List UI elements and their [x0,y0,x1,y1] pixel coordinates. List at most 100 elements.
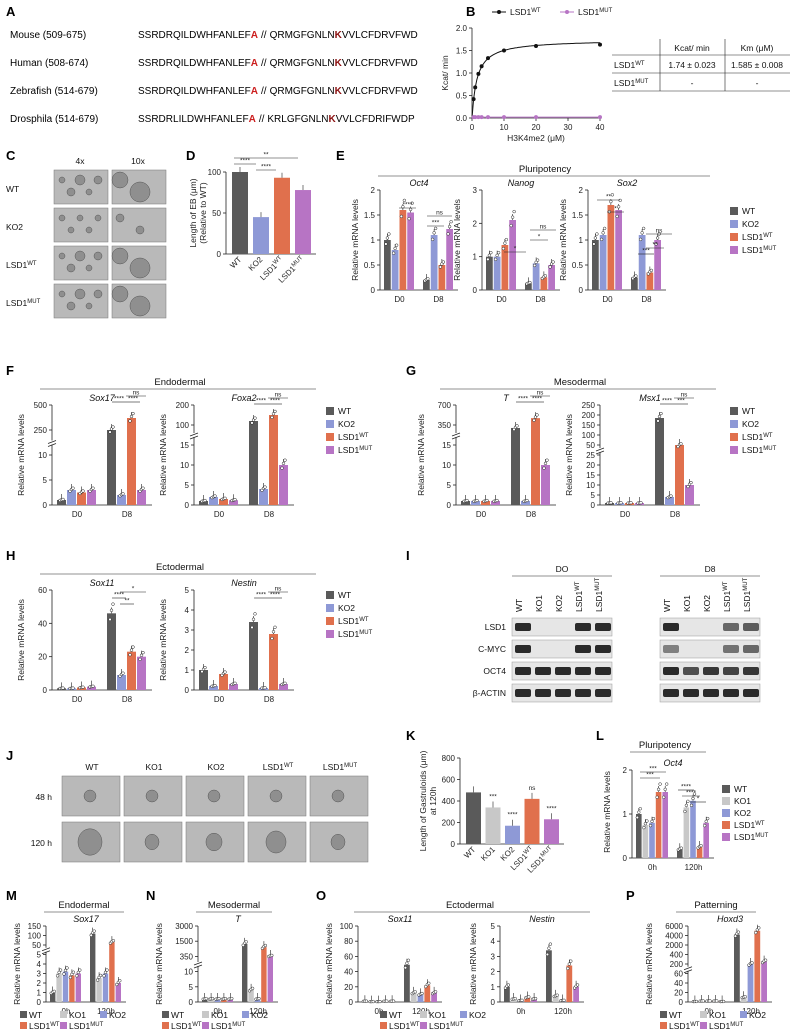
panel-label-L: L [596,728,604,743]
table-header-kcat: Kcat/ min [674,43,710,53]
x-tick-label: D8 [526,510,537,519]
protein-band [575,645,591,653]
bar-LSD1WT [219,499,228,505]
gene-name: Foxa2 [231,393,256,403]
data-point [223,670,227,674]
significance-label: *** [432,220,440,227]
embryoid-body [74,250,86,262]
significance-label: **** [270,398,281,405]
data-point [105,968,109,972]
lane-label: KO2 [702,595,712,612]
data-point [71,486,75,490]
legend-label-lsd1wt-sup: WT [763,433,773,439]
data-point [102,974,106,978]
eb-length-y-label: Length of EB (μm) [188,178,198,247]
legend-swatch-LSD1MUT [202,1022,209,1029]
data-point [364,999,369,1003]
y-tick-label: 5 [591,491,596,500]
x-tick-sup: MUT [540,845,554,859]
data-point [595,232,599,236]
axis-break-mark [41,950,51,955]
y-axis-label: Relative mRNA levels [154,923,164,1005]
y-tick-label: 0 [491,998,496,1007]
legend-label-lsd1wt: LSD1WT [734,820,765,830]
legend-label-lsd1wt-sup: WT [690,1022,700,1028]
seq-mutated-k: K [335,30,343,41]
x-tick-label: 0h [517,1007,526,1016]
legend-label-ko2: KO2 [251,1010,268,1020]
axis-break-mark [189,432,199,437]
embryoid-body [85,264,93,272]
x-tick-label: D8 [535,295,546,304]
table-row-label: LSD1WT [614,60,645,70]
data-point [754,931,758,935]
legend-label-wt: WT [734,784,747,794]
significance-label: ** [124,598,130,605]
protein-label: β-ACTIN [473,688,506,698]
axis-break-mark [451,435,461,440]
data-point [684,803,689,808]
bar-KO2 [62,971,69,1002]
protein-band [515,645,531,653]
significance-label: ns [275,392,283,399]
panel-label-P: P [626,888,635,903]
protein-band [575,689,591,697]
axis-break-gap [452,433,460,437]
data-point [704,819,708,824]
legend-label-ko1: KO1 [69,1010,86,1020]
data-point [592,242,596,246]
gastruloid [330,834,346,850]
data-point [426,277,430,281]
data-point [638,237,643,242]
species-label: Zebrafish (514-679) [10,86,98,97]
seq-mutated-a: A [251,86,258,97]
gene-name: Hoxd3 [717,914,743,924]
bar-LSD1WT [77,492,86,505]
data-point [263,943,268,948]
data-point [689,480,693,485]
gastruloid-image [185,775,245,817]
data-point [371,999,375,1004]
y-tick-label: 20 [586,461,595,470]
embryoid-body [111,247,129,265]
y-tick-label: 40 [38,619,47,628]
data-point [533,415,538,419]
seq-mutated-k: K [335,86,343,97]
x-tick-label: D0 [620,510,631,519]
data-point [121,492,125,496]
significance-label: **** [256,398,267,405]
embryoid-body [66,263,76,273]
data-point [639,501,643,505]
bar-LSD1WT [269,415,278,505]
y-tick-label: 5 [189,983,194,992]
species-label: Mouse (509-675) [10,30,86,41]
protein-band [515,623,531,631]
data-point [548,265,552,269]
bar-LSD1MUT [87,490,96,505]
data-point [263,485,267,489]
x-tick-label: D0 [214,510,225,519]
legend-swatch-KO2 [100,1011,107,1018]
gene-name: Sox2 [617,178,638,188]
bar-KO2 [690,800,696,858]
t-gastruloid-chart: Mesodermal 0 5 10 350 1500 3000 T 0h 120h Relative… [154,900,278,1031]
panel-label-O: O [316,888,326,903]
y-tick-label: 1500 [175,937,193,946]
legend-label-ko2: KO2 [338,603,355,613]
data-point [270,953,274,958]
protein-band [723,667,739,675]
data-point [111,425,115,429]
legend-label-lsd1mut-sup: MUT [359,630,372,636]
legend-label-lsd1wt-base: LSD1 [742,432,764,442]
mesodermal-title: Mesodermal [554,377,606,388]
y-tick-label: 100 [582,431,596,440]
significance-label: ** [606,194,612,201]
x-tick-label: D0 [476,510,487,519]
x-tick-label: D8 [670,510,681,519]
y-tick-label: 10 [442,461,451,470]
species-label: Drosphila (514-679) [10,114,98,125]
seq-right: VVLCFDRVFWD [342,30,418,41]
y-tick-label: 20 [674,989,683,998]
gene-name: T [503,393,510,403]
legend-swatch-KO1 [202,1011,209,1018]
